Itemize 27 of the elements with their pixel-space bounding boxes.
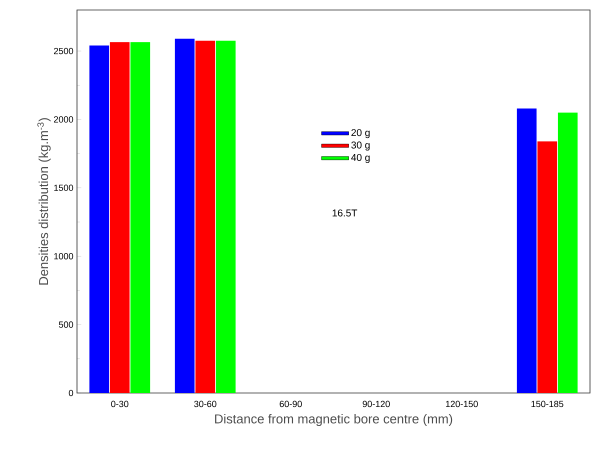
x-tick-label: 30-60 [194,400,216,408]
bar [216,40,236,393]
bar [174,38,195,393]
x-tick-label: 0-30 [111,400,128,408]
bar [516,108,537,393]
y-tick-label: 2500 [54,48,74,54]
bar [110,42,130,393]
x-tick-label: 90-120 [362,400,390,408]
y-axis-title: Densities distribution (kg.m$^{-3}$) [37,118,51,285]
legend-label: 40 g [351,154,370,163]
x-tick-label: 60-90 [280,400,302,408]
x-tick-label: 150-185 [531,400,564,408]
bar [537,141,558,393]
legend-label: 30 g [351,142,370,151]
bar [130,42,150,393]
bar [558,112,578,393]
bar [89,46,110,393]
y-tick-label: 0 [68,390,74,396]
legend-label: 20 g [351,129,370,138]
x-tick-label: 120-150 [446,400,478,408]
y-tick-label: 1000 [54,253,74,260]
y-tick-label: 1500 [54,184,74,191]
annotation: 16.5T [332,209,358,217]
bar [195,40,216,393]
y-tick-label: 2000 [54,116,74,123]
x-axis-title: Distance from magnetic bore centre (mm) [215,414,452,426]
y-tick-label: 500 [58,321,74,328]
